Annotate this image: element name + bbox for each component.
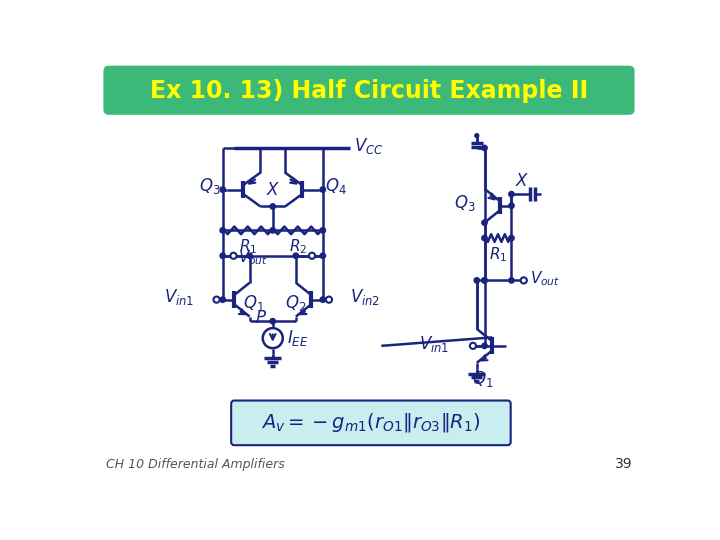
Text: $Q_3$: $Q_3$ (454, 193, 475, 213)
Text: $R_1$: $R_1$ (238, 237, 257, 256)
Circle shape (309, 253, 315, 259)
Circle shape (482, 278, 487, 283)
Text: $V_{in2}$: $V_{in2}$ (350, 287, 380, 307)
Text: $V_{in1}$: $V_{in1}$ (419, 334, 449, 354)
Circle shape (475, 134, 479, 138)
Circle shape (509, 192, 514, 197)
Circle shape (509, 235, 514, 241)
Circle shape (320, 253, 325, 259)
Text: $A_v = -g_{m1}(r_{O1} \| r_{O3} \| R_1)$: $A_v = -g_{m1}(r_{O1} \| r_{O3} \| R_1)$ (261, 411, 481, 434)
Text: $Q_2$: $Q_2$ (285, 293, 307, 313)
Text: $I_{EE}$: $I_{EE}$ (287, 328, 308, 348)
Circle shape (482, 343, 487, 348)
Circle shape (220, 228, 225, 233)
Text: $R_2$: $R_2$ (289, 237, 307, 256)
Text: Ex 10. 13) Half Circuit Example II: Ex 10. 13) Half Circuit Example II (150, 79, 588, 103)
Text: $R_1$: $R_1$ (489, 245, 507, 264)
Circle shape (213, 296, 220, 303)
Circle shape (482, 145, 487, 151)
Circle shape (270, 319, 276, 324)
Circle shape (293, 253, 299, 259)
Text: $V_{out}$: $V_{out}$ (238, 248, 269, 267)
Text: $Q_3$: $Q_3$ (199, 177, 220, 197)
Circle shape (482, 278, 487, 283)
Circle shape (482, 220, 487, 225)
Circle shape (263, 328, 283, 348)
Circle shape (509, 203, 514, 208)
Text: $X$: $X$ (515, 173, 529, 190)
Circle shape (320, 228, 325, 233)
Text: 39: 39 (615, 457, 632, 471)
FancyBboxPatch shape (231, 401, 510, 445)
Text: $V_{in1}$: $V_{in1}$ (164, 287, 194, 307)
Circle shape (220, 297, 225, 302)
Text: $Q_1$: $Q_1$ (243, 293, 265, 313)
Text: $V_{out}$: $V_{out}$ (530, 269, 560, 288)
Circle shape (220, 253, 225, 259)
FancyBboxPatch shape (104, 66, 634, 114)
Text: CH 10 Differential Amplifiers: CH 10 Differential Amplifiers (106, 458, 284, 471)
Text: $Q_4$: $Q_4$ (325, 177, 347, 197)
Circle shape (230, 253, 237, 259)
Circle shape (320, 297, 325, 302)
Circle shape (270, 228, 276, 233)
Circle shape (326, 296, 332, 303)
Text: $P$: $P$ (255, 310, 266, 327)
Circle shape (220, 187, 225, 192)
Circle shape (509, 278, 514, 283)
Circle shape (482, 235, 487, 241)
Circle shape (521, 278, 527, 284)
Circle shape (320, 187, 325, 192)
Circle shape (474, 278, 480, 283)
Text: $V_{CC}$: $V_{CC}$ (354, 137, 383, 157)
Text: $X$: $X$ (266, 182, 281, 199)
Text: $Q_1$: $Q_1$ (472, 369, 494, 389)
Circle shape (270, 204, 276, 209)
Circle shape (470, 343, 476, 349)
Circle shape (247, 253, 252, 259)
